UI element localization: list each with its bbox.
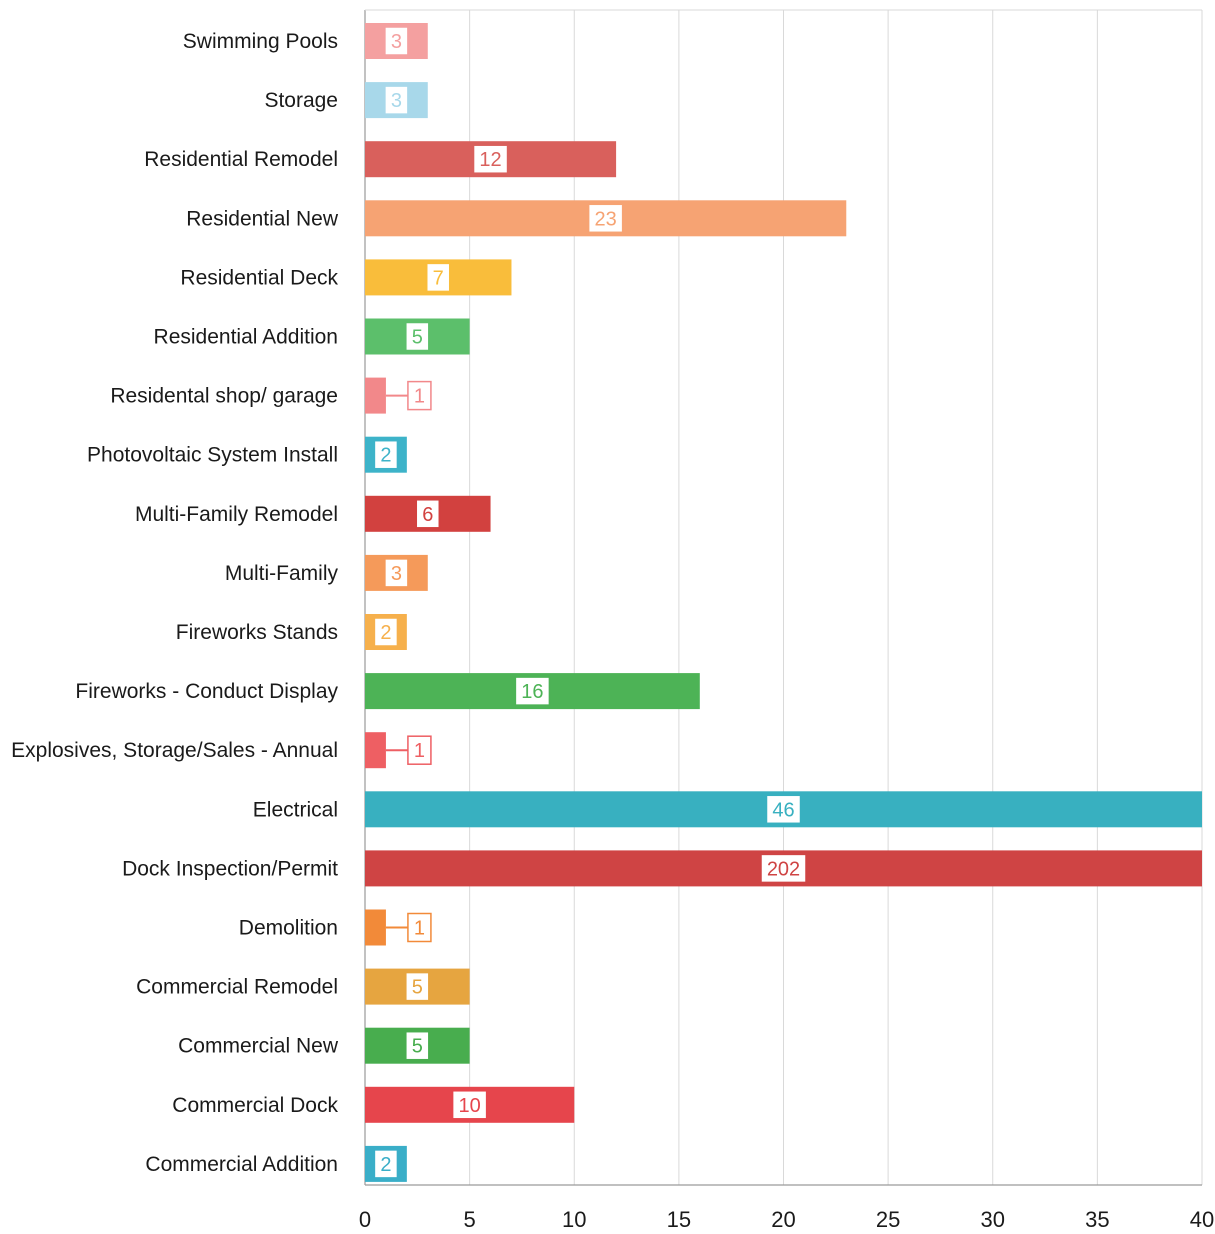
x-tick-label-0: 0 [359, 1207, 371, 1232]
data-label: 46 [772, 799, 794, 821]
data-label-box [415, 499, 441, 529]
x-tick-labels: 0 5 10 15 20 25 30 35 40 [359, 1207, 1214, 1232]
data-label: 3 [391, 563, 402, 585]
data-label: 202 [767, 858, 800, 880]
category-label: Multi-Family Remodel [135, 503, 338, 526]
data-label: 2 [380, 622, 391, 644]
data-label-box [384, 26, 409, 56]
data-label-box [472, 144, 509, 174]
category-label: Demolition [239, 917, 338, 940]
data-label: 12 [479, 149, 501, 171]
category-label: Commercial Dock [172, 1094, 338, 1117]
data-label: 1 [414, 740, 425, 762]
x-tick-label-25: 25 [876, 1207, 900, 1232]
category-label: Commercial Addition [145, 1153, 338, 1176]
data-label: 7 [433, 267, 444, 289]
category-label: Swimming Pools [183, 30, 338, 53]
category-label: Fireworks Stands [176, 621, 338, 644]
data-label-box [405, 321, 430, 352]
data-label-box [514, 676, 551, 706]
data-label: 3 [391, 31, 402, 53]
data-label: 6 [422, 504, 433, 526]
x-tick-label-10: 10 [562, 1207, 586, 1232]
data-label: 23 [595, 208, 617, 230]
data-label-box [373, 617, 399, 647]
data-label-box [760, 853, 807, 884]
category-labels: Swimming Pools Storage Residential Remodel… [11, 30, 339, 1176]
data-label: 16 [521, 681, 543, 703]
bar [365, 377, 386, 414]
category-label: Dock Inspection/Permit [122, 857, 338, 880]
bar [365, 909, 386, 946]
category-label: Explosives, Storage/Sales - Annual [11, 739, 338, 762]
x-tick-label-30: 30 [981, 1207, 1005, 1232]
data-label-box [425, 262, 451, 293]
data-label-box [407, 380, 432, 411]
data-label-box [407, 735, 432, 765]
gridlines [364, 9, 1203, 1186]
data-label-box [587, 203, 624, 234]
x-tick-label-5: 5 [464, 1207, 476, 1232]
data-label-box [384, 85, 409, 115]
data-label-box [384, 558, 409, 588]
data-label-box [405, 1030, 430, 1061]
category-label: Residental shop/ garage [110, 385, 338, 408]
category-label: Residential Addition [154, 326, 338, 349]
x-tick-label-40: 40 [1190, 1207, 1214, 1232]
category-label: Photovoltaic System Install [87, 444, 338, 467]
data-label: 1 [414, 918, 425, 940]
category-label: Residential New [186, 207, 339, 230]
data-label: 2 [380, 1154, 391, 1176]
data-label: 5 [412, 977, 423, 999]
category-label: Commercial New [178, 1035, 339, 1058]
data-label-box [451, 1090, 488, 1120]
data-label: 1 [414, 386, 425, 408]
bar [365, 732, 386, 769]
data-label-box [407, 912, 432, 943]
category-label: Residential Deck [180, 266, 338, 289]
category-label: Commercial Remodel [136, 976, 338, 999]
data-label: 5 [412, 1036, 423, 1058]
category-label: Residential Remodel [144, 148, 338, 171]
category-label: Electrical [253, 798, 338, 821]
category-label: Multi-Family [225, 562, 339, 585]
data-label: 10 [459, 1095, 481, 1117]
data-label-box [373, 439, 399, 470]
x-tick-label-20: 20 [771, 1207, 795, 1232]
data-label: 2 [380, 445, 391, 467]
category-label: Storage [264, 89, 338, 112]
x-tick-label-15: 15 [667, 1207, 691, 1232]
x-tick-label-35: 35 [1085, 1207, 1109, 1232]
data-label: 3 [391, 90, 402, 112]
data-label-box [373, 1149, 399, 1179]
data-label: 5 [412, 327, 423, 349]
data-label-box [405, 971, 430, 1002]
category-label: Fireworks - Conduct Display [75, 680, 338, 703]
data-label-box [765, 794, 802, 825]
